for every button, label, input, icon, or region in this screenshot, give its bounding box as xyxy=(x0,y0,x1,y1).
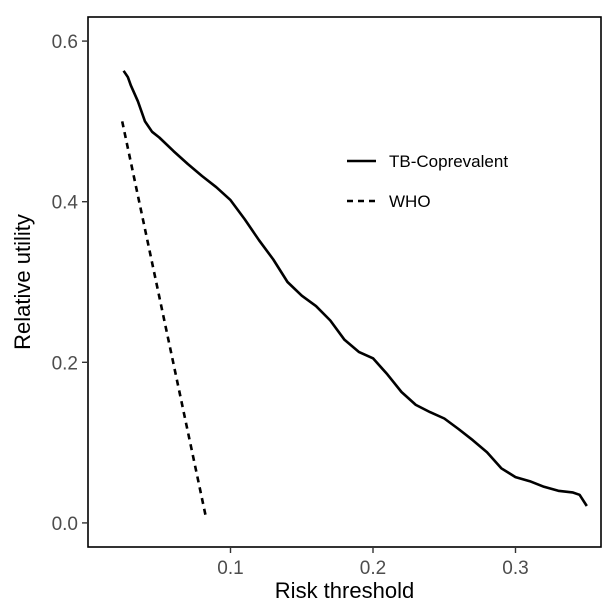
legend-label-who: WHO xyxy=(389,192,431,211)
legend-label-tb-coprevalent: TB-Coprevalent xyxy=(389,152,508,171)
x-axis-ticks: 0.1 0.2 0.3 xyxy=(217,547,529,579)
y-tick-label: 0.4 xyxy=(52,193,79,214)
x-tick-label: 0.3 xyxy=(502,558,528,579)
legend: TB-Coprevalent WHO xyxy=(347,152,508,211)
plot-panel-border xyxy=(87,16,602,548)
x-tick-label: 0.1 xyxy=(217,558,243,579)
series-line-who xyxy=(120,121,208,520)
x-axis-title: Risk threshold xyxy=(275,578,414,603)
x-tick-label: 0.2 xyxy=(360,558,386,579)
series-lines xyxy=(120,70,588,520)
y-tick-label: 0.2 xyxy=(52,353,78,374)
y-axis-ticks: 0.0 0.2 0.4 0.6 xyxy=(52,32,88,535)
y-axis-title: Relative utility xyxy=(10,214,35,350)
y-tick-label: 0.6 xyxy=(52,32,78,53)
y-tick-label: 0.0 xyxy=(52,514,78,535)
series-line-tb-coprevalent xyxy=(122,70,588,507)
